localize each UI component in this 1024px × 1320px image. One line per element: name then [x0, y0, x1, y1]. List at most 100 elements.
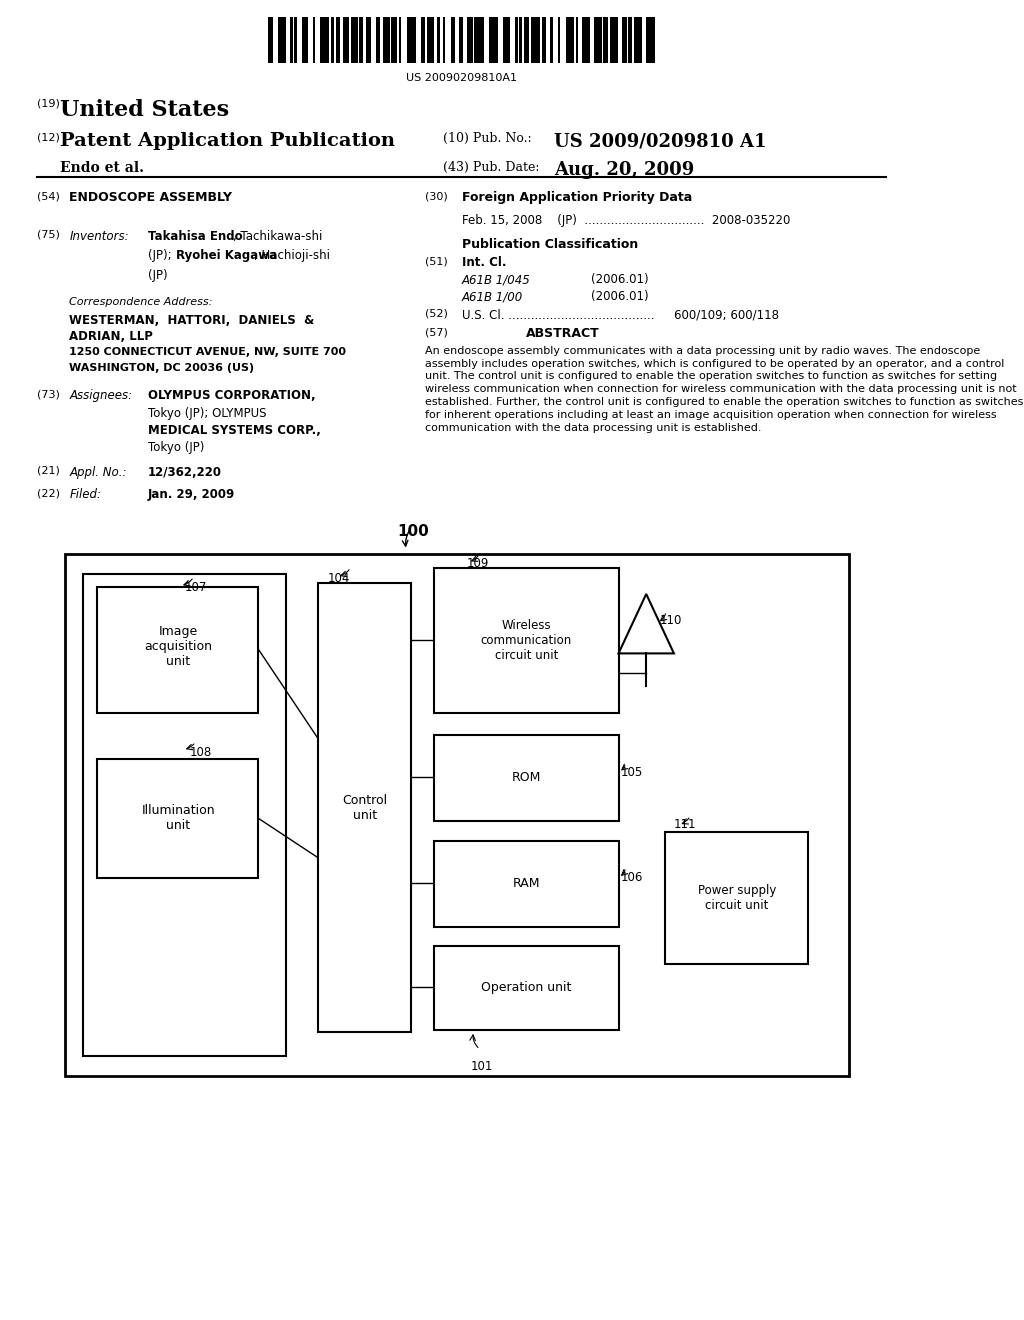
- Text: Inventors:: Inventors:: [70, 230, 129, 243]
- FancyBboxPatch shape: [531, 17, 540, 63]
- FancyBboxPatch shape: [583, 17, 590, 63]
- FancyBboxPatch shape: [427, 17, 434, 63]
- FancyBboxPatch shape: [646, 17, 654, 63]
- Text: 111: 111: [674, 818, 696, 832]
- Text: Tokyo (JP): Tokyo (JP): [147, 441, 204, 454]
- Text: Correspondence Address:: Correspondence Address:: [70, 297, 213, 308]
- Text: Power supply
circuit unit: Power supply circuit unit: [697, 883, 776, 912]
- Text: (54): (54): [37, 191, 59, 202]
- FancyBboxPatch shape: [421, 17, 426, 63]
- Text: 1250 CONNECTICUT AVENUE, NW, SUITE 700: 1250 CONNECTICUT AVENUE, NW, SUITE 700: [70, 347, 346, 358]
- FancyBboxPatch shape: [290, 17, 293, 63]
- FancyBboxPatch shape: [665, 832, 808, 964]
- Text: Takahisa Endo: Takahisa Endo: [147, 230, 243, 243]
- FancyBboxPatch shape: [434, 841, 618, 927]
- FancyBboxPatch shape: [515, 17, 518, 63]
- Text: Jan. 29, 2009: Jan. 29, 2009: [147, 488, 234, 502]
- Text: 110: 110: [660, 614, 682, 627]
- FancyBboxPatch shape: [390, 17, 397, 63]
- FancyBboxPatch shape: [603, 17, 608, 63]
- Text: WESTERMAN,  HATTORI,  DANIELS  &: WESTERMAN, HATTORI, DANIELS &: [70, 314, 314, 327]
- Text: ADRIAN, LLP: ADRIAN, LLP: [70, 330, 154, 343]
- FancyBboxPatch shape: [434, 735, 618, 821]
- FancyBboxPatch shape: [331, 17, 334, 63]
- FancyBboxPatch shape: [443, 17, 445, 63]
- FancyBboxPatch shape: [542, 17, 546, 63]
- Text: 107: 107: [184, 581, 207, 594]
- FancyBboxPatch shape: [635, 17, 642, 63]
- Text: A61B 1/00: A61B 1/00: [462, 290, 523, 304]
- Text: Image
acquisition
unit: Image acquisition unit: [144, 626, 212, 668]
- FancyBboxPatch shape: [451, 17, 455, 63]
- Text: (2006.01): (2006.01): [591, 273, 648, 286]
- Text: , Tachikawa-shi: , Tachikawa-shi: [232, 230, 322, 243]
- FancyBboxPatch shape: [65, 554, 849, 1076]
- Text: WASHINGTON, DC 20036 (US): WASHINGTON, DC 20036 (US): [70, 363, 254, 374]
- Text: (57): (57): [425, 327, 447, 338]
- Text: Assignees:: Assignees:: [70, 389, 132, 403]
- Text: 600/109; 600/118: 600/109; 600/118: [674, 309, 779, 322]
- Text: Ryohei Kagawa: Ryohei Kagawa: [176, 249, 278, 263]
- FancyBboxPatch shape: [575, 17, 578, 63]
- Text: United States: United States: [60, 99, 229, 121]
- Text: US 2009/0209810 A1: US 2009/0209810 A1: [554, 132, 766, 150]
- FancyBboxPatch shape: [376, 17, 380, 63]
- FancyBboxPatch shape: [519, 17, 522, 63]
- Text: ABSTRACT: ABSTRACT: [526, 327, 600, 341]
- FancyBboxPatch shape: [488, 17, 498, 63]
- FancyBboxPatch shape: [366, 17, 372, 63]
- FancyBboxPatch shape: [83, 574, 286, 1056]
- Text: (JP);: (JP);: [147, 249, 175, 263]
- Text: ROM: ROM: [512, 771, 541, 784]
- Text: Wireless
communication
circuit unit: Wireless communication circuit unit: [480, 619, 571, 661]
- Text: ENDOSCOPE ASSEMBLY: ENDOSCOPE ASSEMBLY: [70, 191, 232, 205]
- Text: (75): (75): [37, 230, 59, 240]
- Text: Control
unit: Control unit: [342, 793, 387, 822]
- Text: (JP): (JP): [147, 269, 167, 282]
- Text: 104: 104: [328, 572, 350, 585]
- Text: 12/362,220: 12/362,220: [147, 466, 222, 479]
- FancyBboxPatch shape: [294, 17, 297, 63]
- FancyBboxPatch shape: [302, 17, 308, 63]
- Text: US 20090209810A1: US 20090209810A1: [407, 73, 517, 83]
- FancyBboxPatch shape: [524, 17, 529, 63]
- Text: Illumination
unit: Illumination unit: [141, 804, 215, 833]
- Text: An endoscope assembly communicates with a data processing unit by radio waves. T: An endoscope assembly communicates with …: [425, 346, 1023, 433]
- Text: Endo et al.: Endo et al.: [60, 161, 144, 176]
- Text: (52): (52): [425, 309, 447, 319]
- Text: RAM: RAM: [512, 876, 540, 890]
- Text: Operation unit: Operation unit: [481, 981, 571, 994]
- FancyBboxPatch shape: [628, 17, 632, 63]
- Text: , Hachioji-shi: , Hachioji-shi: [254, 249, 330, 263]
- Text: OLYMPUS CORPORATION,: OLYMPUS CORPORATION,: [147, 389, 315, 403]
- FancyBboxPatch shape: [503, 17, 510, 63]
- FancyBboxPatch shape: [97, 587, 258, 713]
- FancyBboxPatch shape: [97, 759, 258, 878]
- Text: (10) Pub. No.:: (10) Pub. No.:: [443, 132, 531, 145]
- Text: Aug. 20, 2009: Aug. 20, 2009: [554, 161, 694, 180]
- FancyBboxPatch shape: [351, 17, 357, 63]
- Text: Int. Cl.: Int. Cl.: [462, 256, 506, 269]
- FancyBboxPatch shape: [467, 17, 473, 63]
- Text: 108: 108: [189, 746, 212, 759]
- FancyBboxPatch shape: [279, 17, 286, 63]
- Text: U.S. Cl. .......................................: U.S. Cl. ...............................…: [462, 309, 654, 322]
- Text: (19): (19): [37, 99, 59, 110]
- FancyBboxPatch shape: [399, 17, 401, 63]
- FancyBboxPatch shape: [622, 17, 627, 63]
- FancyBboxPatch shape: [459, 17, 463, 63]
- Text: Appl. No.:: Appl. No.:: [70, 466, 127, 479]
- FancyBboxPatch shape: [437, 17, 440, 63]
- FancyBboxPatch shape: [383, 17, 389, 63]
- Text: A61B 1/045: A61B 1/045: [462, 273, 530, 286]
- Text: 109: 109: [466, 557, 488, 570]
- Text: Publication Classification: Publication Classification: [462, 238, 638, 251]
- FancyBboxPatch shape: [550, 17, 553, 63]
- Text: 101: 101: [471, 1060, 494, 1073]
- Text: (51): (51): [425, 256, 447, 267]
- Text: Feb. 15, 2008    (JP)  ................................  2008-035220: Feb. 15, 2008 (JP) .....................…: [462, 214, 790, 227]
- Text: (30): (30): [425, 191, 447, 202]
- Text: (2006.01): (2006.01): [591, 290, 648, 304]
- FancyBboxPatch shape: [434, 946, 618, 1030]
- FancyBboxPatch shape: [566, 17, 573, 63]
